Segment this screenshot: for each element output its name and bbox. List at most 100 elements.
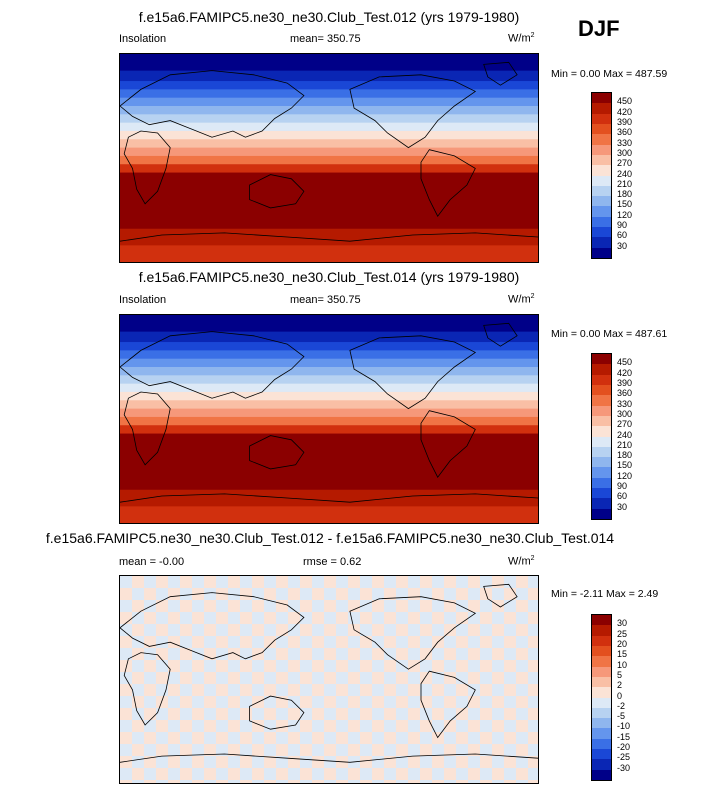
- panel-1-map-svg: [120, 54, 538, 262]
- insolation-band: [120, 331, 538, 343]
- difference-cell: [516, 756, 528, 768]
- difference-cell: [300, 588, 312, 600]
- colorbar-swatch: [592, 718, 611, 729]
- colorbar-swatch: [592, 227, 611, 238]
- difference-cell: [444, 732, 456, 744]
- difference-cell: [180, 744, 192, 756]
- difference-cell: [144, 672, 156, 684]
- difference-cell: [468, 672, 480, 684]
- difference-cell: [216, 576, 228, 588]
- difference-cell: [516, 576, 528, 588]
- difference-cell: [216, 732, 228, 744]
- difference-cell: [240, 732, 252, 744]
- difference-cell: [348, 612, 360, 624]
- difference-cell: [144, 720, 156, 732]
- difference-cell: [312, 600, 324, 612]
- difference-cell: [132, 600, 144, 612]
- difference-cell: [264, 696, 276, 708]
- colorbar-swatch: [592, 364, 611, 375]
- difference-cell: [432, 612, 444, 624]
- difference-cell: [504, 696, 516, 708]
- difference-cell: [504, 600, 516, 612]
- difference-cell: [504, 744, 516, 756]
- difference-cell: [384, 576, 396, 588]
- difference-cell: [516, 600, 528, 612]
- difference-cell: [360, 636, 372, 648]
- difference-cell: [480, 720, 492, 732]
- difference-cell: [144, 576, 156, 588]
- difference-cell: [264, 672, 276, 684]
- difference-cell: [300, 696, 312, 708]
- difference-cell: [156, 696, 168, 708]
- difference-cell: [144, 612, 156, 624]
- coastline: [120, 493, 538, 503]
- colorbar-tick-label: -5: [617, 711, 626, 722]
- colorbar-tick-label: 10: [617, 659, 628, 670]
- colorbar-swatch: [592, 645, 611, 657]
- difference-cell: [144, 768, 156, 780]
- difference-cell: [240, 780, 252, 783]
- difference-cell: [264, 684, 276, 696]
- panel-2-mean-label: mean= 350.75: [290, 294, 361, 306]
- difference-cell: [444, 720, 456, 732]
- difference-cell: [204, 684, 216, 696]
- difference-cell: [120, 744, 132, 756]
- difference-cell: [168, 744, 180, 756]
- difference-cell: [468, 732, 480, 744]
- difference-cell: [264, 588, 276, 600]
- difference-cell: [120, 636, 132, 648]
- difference-cell: [216, 600, 228, 612]
- difference-cell: [240, 612, 252, 624]
- coastline: [120, 331, 305, 399]
- difference-cell: [480, 624, 492, 636]
- colorbar-swatch: [592, 196, 611, 207]
- difference-cell: [120, 612, 132, 624]
- difference-cell: [192, 576, 204, 588]
- difference-cell: [348, 600, 360, 612]
- difference-cell: [468, 780, 480, 783]
- difference-cell: [420, 660, 432, 672]
- difference-cell: [372, 732, 384, 744]
- difference-cell: [468, 648, 480, 660]
- colorbar-tick-label: 90: [617, 220, 628, 231]
- difference-cell: [372, 612, 384, 624]
- difference-cell: [444, 636, 456, 648]
- difference-cell: [132, 720, 144, 732]
- difference-cell: [516, 636, 528, 648]
- colorbar-tick-label: 0: [617, 690, 623, 701]
- colorbar-swatch: [592, 749, 611, 760]
- difference-cell: [408, 720, 420, 732]
- difference-cell: [336, 672, 348, 684]
- difference-cell: [360, 672, 372, 684]
- difference-cell: [180, 696, 192, 708]
- colorbar-swatch: [592, 405, 611, 416]
- insolation-band: [120, 106, 538, 115]
- difference-cell: [144, 732, 156, 744]
- difference-cell: [216, 648, 228, 660]
- difference-cell: [264, 768, 276, 780]
- difference-cell: [492, 744, 504, 756]
- difference-cell: [408, 576, 420, 588]
- difference-cell: [372, 672, 384, 684]
- coastline: [349, 74, 477, 149]
- difference-cell: [144, 780, 156, 783]
- difference-cell: [132, 780, 144, 783]
- difference-cell: [456, 732, 468, 744]
- difference-cell: [384, 600, 396, 612]
- difference-cell: [240, 636, 252, 648]
- colorbar-swatch: [592, 134, 611, 145]
- panel-2-min-max: Min = 0.00 Max = 487.61: [551, 328, 668, 340]
- difference-cell: [324, 696, 336, 708]
- difference-cell: [480, 696, 492, 708]
- difference-cell: [192, 780, 204, 783]
- difference-cell: [348, 588, 360, 600]
- difference-cell: [432, 756, 444, 768]
- insolation-band: [120, 425, 538, 435]
- colorbar-swatch: [592, 123, 611, 135]
- insolation-band: [120, 81, 538, 90]
- difference-cell: [144, 600, 156, 612]
- difference-cell: [120, 600, 132, 612]
- difference-cell: [300, 756, 312, 768]
- difference-cell: [312, 624, 324, 636]
- difference-cell: [360, 696, 372, 708]
